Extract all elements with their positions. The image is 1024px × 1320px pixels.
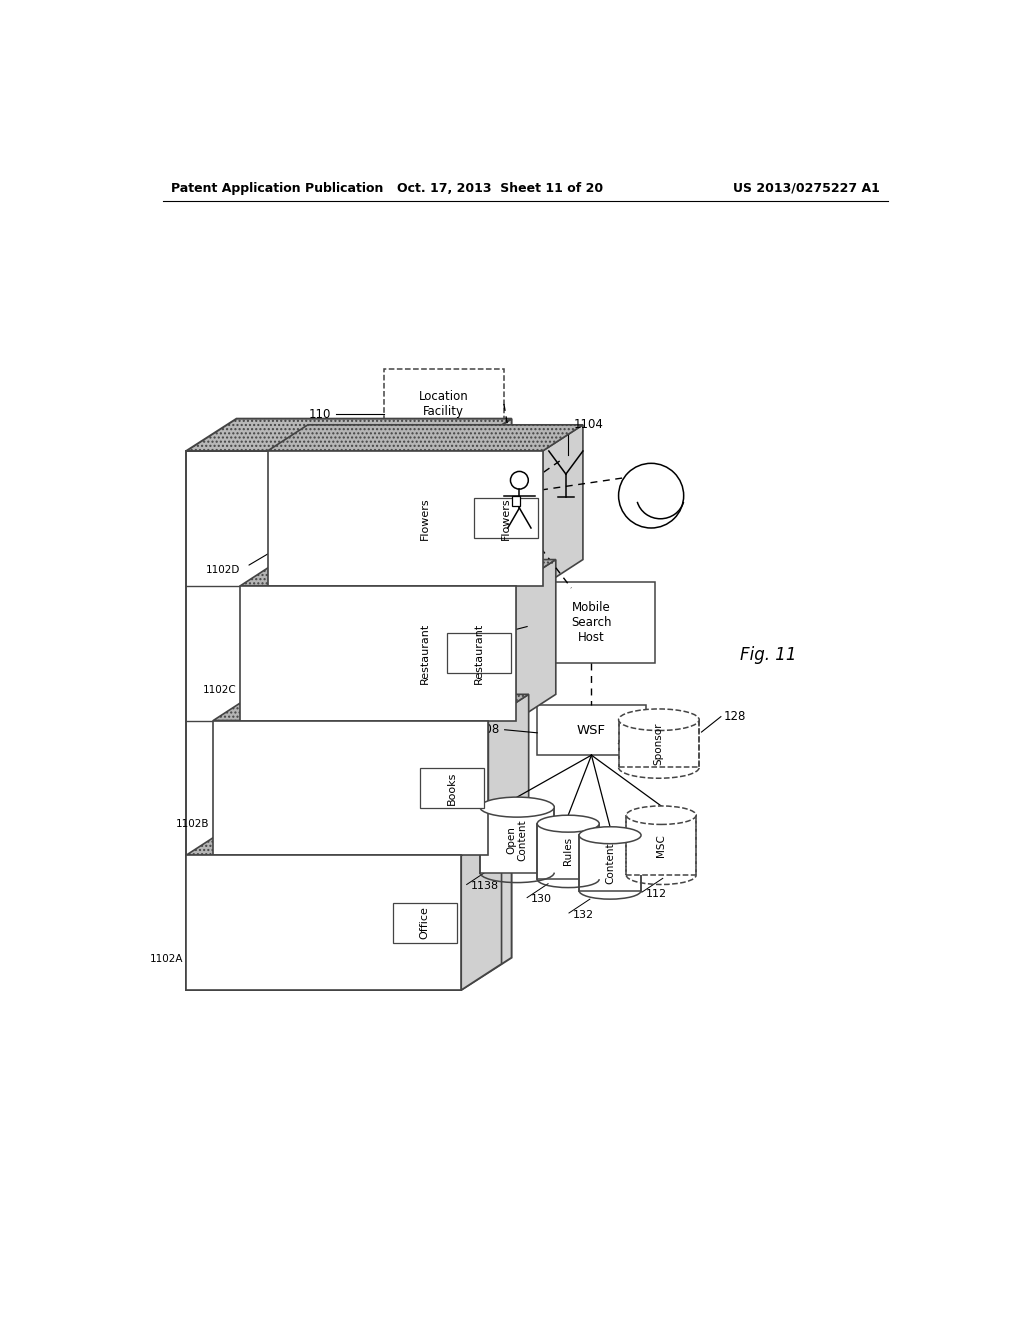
Polygon shape [213, 721, 488, 855]
Polygon shape [241, 586, 515, 721]
Text: 1104: 1104 [573, 417, 603, 430]
Text: Books: Books [420, 771, 429, 805]
FancyBboxPatch shape [391, 767, 458, 809]
Polygon shape [461, 418, 512, 990]
Polygon shape [488, 694, 528, 855]
Text: Patent Application Publication: Patent Application Publication [171, 182, 383, 194]
FancyBboxPatch shape [393, 903, 457, 942]
Text: 1102A: 1102A [151, 954, 183, 964]
FancyBboxPatch shape [384, 368, 504, 440]
Bar [512, 496, 520, 506]
Text: Restaurant: Restaurant [420, 623, 429, 684]
FancyBboxPatch shape [474, 499, 538, 539]
Text: Office: Office [420, 907, 429, 939]
Ellipse shape [618, 709, 699, 730]
Polygon shape [213, 694, 528, 721]
FancyBboxPatch shape [618, 719, 699, 767]
Polygon shape [515, 560, 556, 721]
Text: 132: 132 [572, 909, 594, 920]
Text: 1102C: 1102C [203, 685, 237, 694]
Text: WSF: WSF [577, 723, 606, 737]
Text: Flowers: Flowers [420, 498, 429, 540]
Polygon shape [267, 451, 543, 586]
FancyBboxPatch shape [420, 768, 483, 808]
Polygon shape [543, 425, 583, 586]
Text: Sponsor: Sponsor [654, 722, 664, 764]
FancyBboxPatch shape [391, 498, 458, 540]
Text: Fig. 11: Fig. 11 [740, 645, 797, 664]
Text: 112: 112 [646, 888, 667, 899]
Text: 1138: 1138 [471, 880, 499, 891]
FancyBboxPatch shape [391, 632, 458, 675]
Polygon shape [186, 418, 512, 451]
FancyBboxPatch shape [627, 816, 696, 875]
Text: 128: 128 [723, 710, 745, 723]
Text: MSC: MSC [656, 834, 667, 857]
Polygon shape [241, 560, 556, 586]
Text: US 2013/0275227 A1: US 2013/0275227 A1 [733, 182, 880, 194]
FancyBboxPatch shape [480, 807, 554, 873]
FancyBboxPatch shape [538, 824, 599, 879]
Text: Office: Office [420, 907, 430, 939]
FancyBboxPatch shape [447, 634, 511, 673]
Text: 1102B: 1102B [176, 820, 209, 829]
Ellipse shape [538, 816, 599, 832]
Ellipse shape [480, 797, 554, 817]
Text: Open
Content: Open Content [506, 818, 527, 861]
Text: Oct. 17, 2013  Sheet 11 of 20: Oct. 17, 2013 Sheet 11 of 20 [397, 182, 603, 194]
Text: 102: 102 [471, 523, 494, 536]
Text: 130: 130 [531, 894, 552, 904]
Text: 110: 110 [308, 408, 331, 421]
Polygon shape [267, 425, 583, 451]
Polygon shape [186, 829, 502, 855]
FancyBboxPatch shape [391, 902, 458, 944]
Ellipse shape [579, 826, 641, 843]
Text: 1102D: 1102D [206, 565, 241, 576]
Text: Content: Content [605, 842, 615, 884]
FancyBboxPatch shape [527, 582, 655, 663]
FancyBboxPatch shape [538, 705, 646, 755]
Text: 114: 114 [479, 626, 502, 639]
Polygon shape [186, 451, 461, 990]
Text: Mobile
Search
Host: Mobile Search Host [570, 601, 611, 644]
Text: Books: Books [446, 771, 457, 805]
Text: 108: 108 [478, 723, 500, 737]
Polygon shape [186, 855, 461, 990]
Text: Rules: Rules [563, 837, 573, 866]
Text: Location
Facility: Location Facility [419, 389, 469, 418]
Text: Flowers: Flowers [501, 498, 511, 540]
Text: Restaurant: Restaurant [474, 623, 484, 684]
Ellipse shape [627, 807, 696, 825]
Polygon shape [461, 829, 502, 990]
FancyBboxPatch shape [579, 836, 641, 891]
